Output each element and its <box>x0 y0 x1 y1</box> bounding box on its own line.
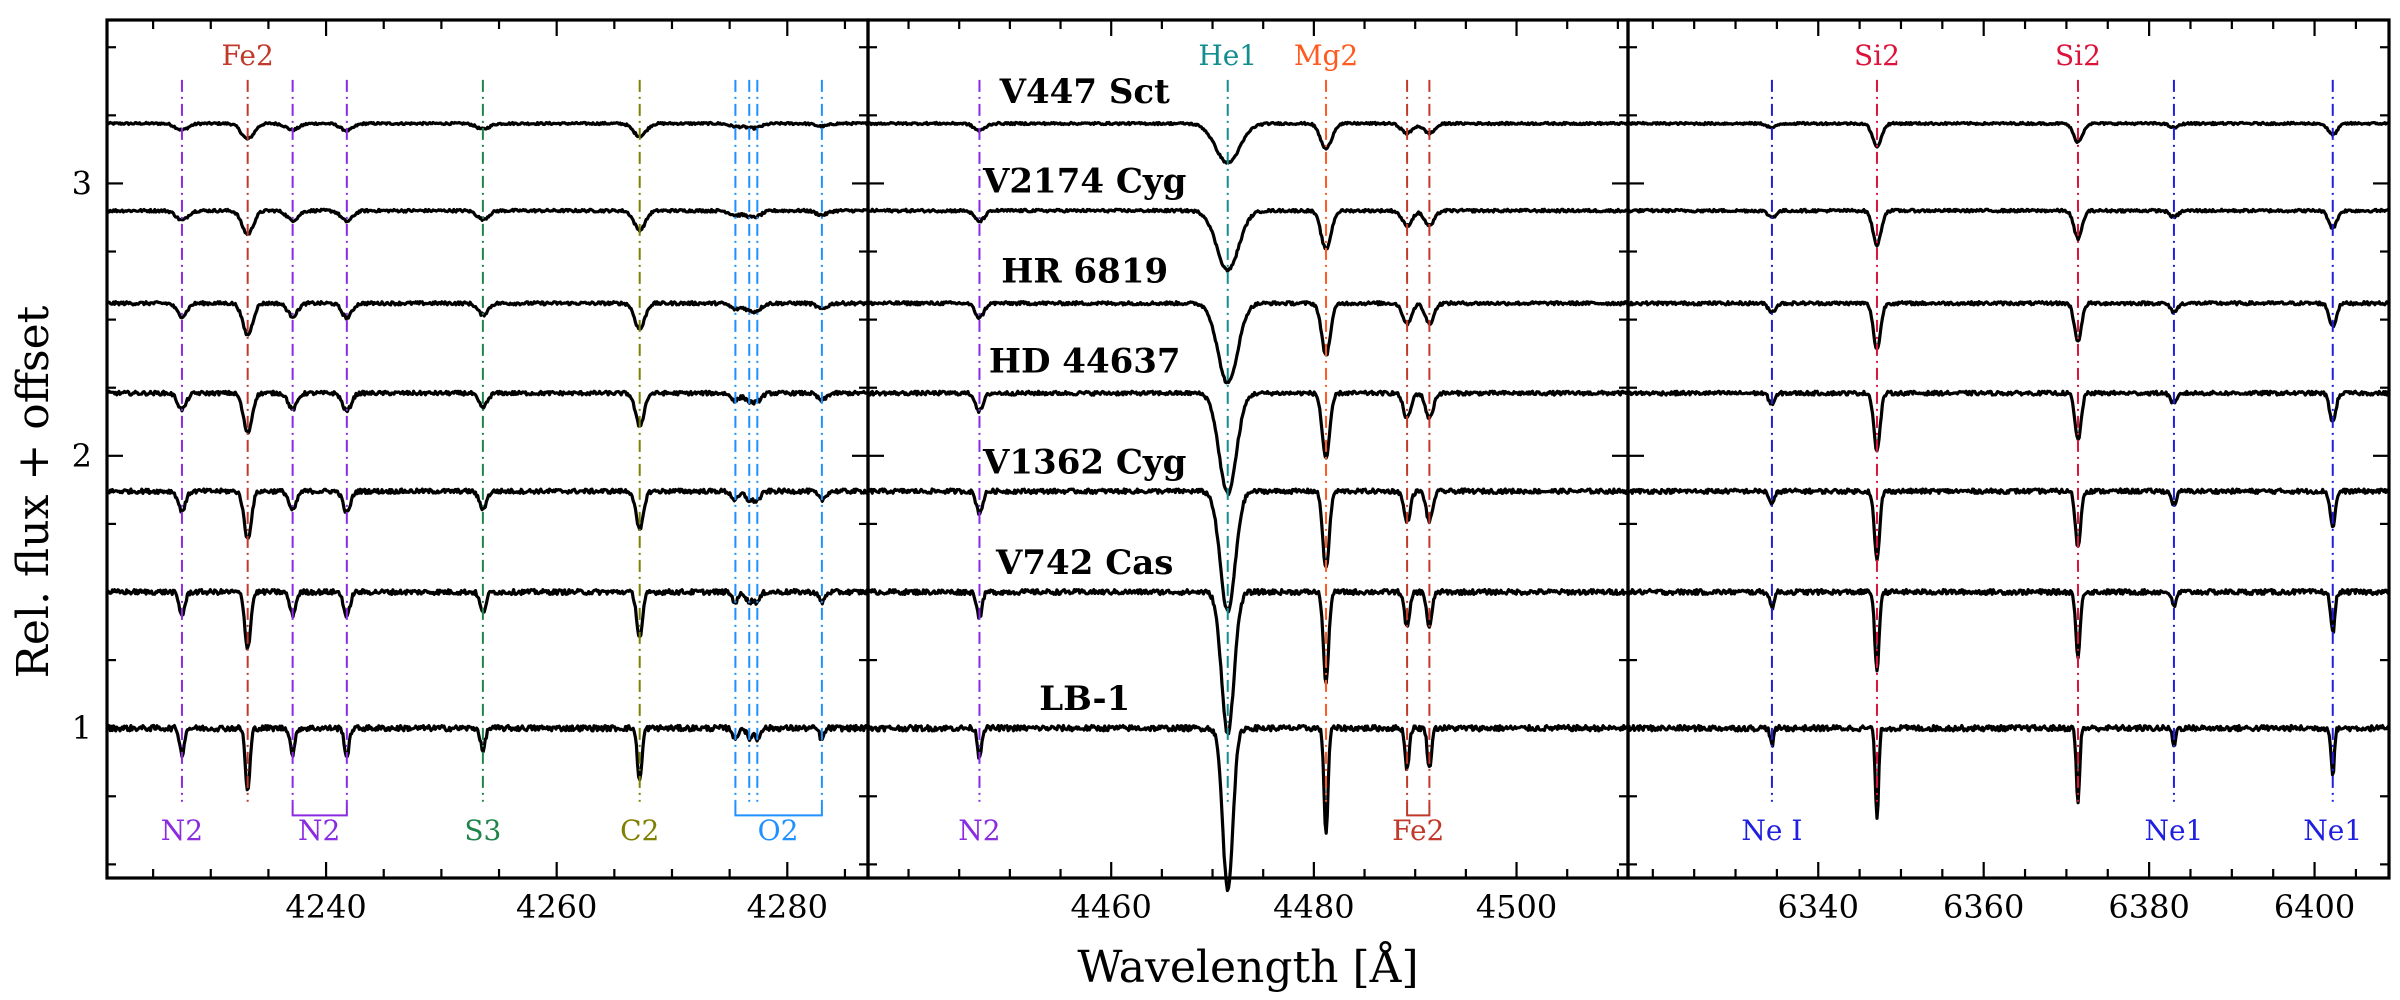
y-axis-title: Rel. flux + offset <box>8 305 59 678</box>
line-label-n2: N2 <box>298 814 340 847</box>
star-label-v2174-cyg: V2174 Cyg <box>982 162 1186 202</box>
line-label-s3: S3 <box>464 814 501 847</box>
spectrum-lb-1-panel-3 <box>1627 723 2391 820</box>
line-label-fe2: Fe2 <box>222 39 274 72</box>
x-tick-label: 6380 <box>2108 888 2189 926</box>
spectrum-v742-cas-panel-3 <box>1627 588 2390 673</box>
line-label-c2: C2 <box>620 814 659 847</box>
line-label-n2: N2 <box>958 814 1000 847</box>
x-tick-label: 4480 <box>1273 888 1354 926</box>
star-label-v742-cas: V742 Cas <box>995 543 1173 583</box>
line-group-bracket <box>1406 801 1431 817</box>
line-label-he1: He1 <box>1198 39 1257 72</box>
spectrum-v2174-cyg-panel-2 <box>866 207 1629 273</box>
spectrum-v1362-cyg-panel-2 <box>866 487 1630 614</box>
spectrum-hr-6819-panel-3 <box>1626 300 2390 351</box>
y-tick-label: 3 <box>72 164 92 202</box>
spectrum-v1362-cyg-panel-1 <box>105 487 870 540</box>
spectra-layer <box>105 120 2391 893</box>
y-tick-label: 2 <box>72 437 92 475</box>
spectrum-hd-44637-panel-2 <box>867 389 1630 497</box>
line-label-fe2: Fe2 <box>1392 814 1444 847</box>
line-markers-layer <box>180 79 2334 817</box>
x-axis-title: Wavelength [Å] <box>1077 940 1418 993</box>
spectrum-hd-44637-panel-1 <box>106 389 869 435</box>
panel-frame-1 <box>105 18 870 880</box>
spectrum-v2174-cyg-panel-3 <box>1627 207 2390 248</box>
spectrum-hr-6819-panel-2 <box>866 300 1630 385</box>
spectrum-lb-1-panel-2 <box>867 723 1629 893</box>
line-label-o2: O2 <box>758 814 799 847</box>
spectrum-hd-44637-panel-3 <box>1627 389 2390 453</box>
line-label-mg2: Mg2 <box>1294 39 1358 72</box>
line-label-ne1: Ne1 <box>2303 814 2362 847</box>
x-tick-label: 6340 <box>1778 888 1859 926</box>
x-tick-label: 4240 <box>285 888 366 926</box>
line-label-ne-i: Ne I <box>1741 814 1802 847</box>
panel-frame-3 <box>1626 18 2391 880</box>
line-group-bracket <box>734 801 823 817</box>
line-label-si2: Si2 <box>1854 39 1900 72</box>
star-label-hr-6819: HR 6819 <box>1001 252 1168 292</box>
star-label-v1362-cyg: V1362 Cyg <box>982 442 1186 482</box>
x-tick-label: 4500 <box>1476 888 1557 926</box>
spectrum-lb-1-panel-1 <box>105 723 870 792</box>
spectrum-v447-sct-panel-2 <box>867 120 1629 165</box>
line-label-ne1: Ne1 <box>2144 814 2203 847</box>
spectrum-v1362-cyg-panel-3 <box>1627 487 2391 562</box>
spectrum-v447-sct-panel-1 <box>106 120 869 141</box>
text-layer: Rel. flux + offset Wavelength [Å] Fe2 N2 N… <box>8 39 2362 993</box>
axes-layer <box>105 18 2391 880</box>
star-label-v447-sct: V447 Sct <box>999 72 1170 112</box>
spectrum-v742-cas-panel-2 <box>866 588 1629 736</box>
line-label-si2: Si2 <box>2055 39 2101 72</box>
y-tick-label: 1 <box>72 709 92 747</box>
x-tick-label: 6400 <box>2274 888 2355 926</box>
spectrum-v447-sct-panel-3 <box>1627 120 2390 149</box>
star-label-hd-44637: HD 44637 <box>989 341 1181 381</box>
x-tick-label: 4260 <box>516 888 597 926</box>
x-tick-label: 4280 <box>747 888 828 926</box>
star-label-lb-1: LB-1 <box>1039 679 1130 719</box>
x-tick-label: 6360 <box>1943 888 2024 926</box>
line-label-n2: N2 <box>161 814 203 847</box>
spectrum-v2174-cyg-panel-1 <box>106 207 870 237</box>
spectrum-hr-6819-panel-1 <box>106 300 870 337</box>
line-group-bracket <box>291 801 348 817</box>
x-tick-label: 4460 <box>1070 888 1151 926</box>
spectrum-v742-cas-panel-1 <box>105 588 870 651</box>
